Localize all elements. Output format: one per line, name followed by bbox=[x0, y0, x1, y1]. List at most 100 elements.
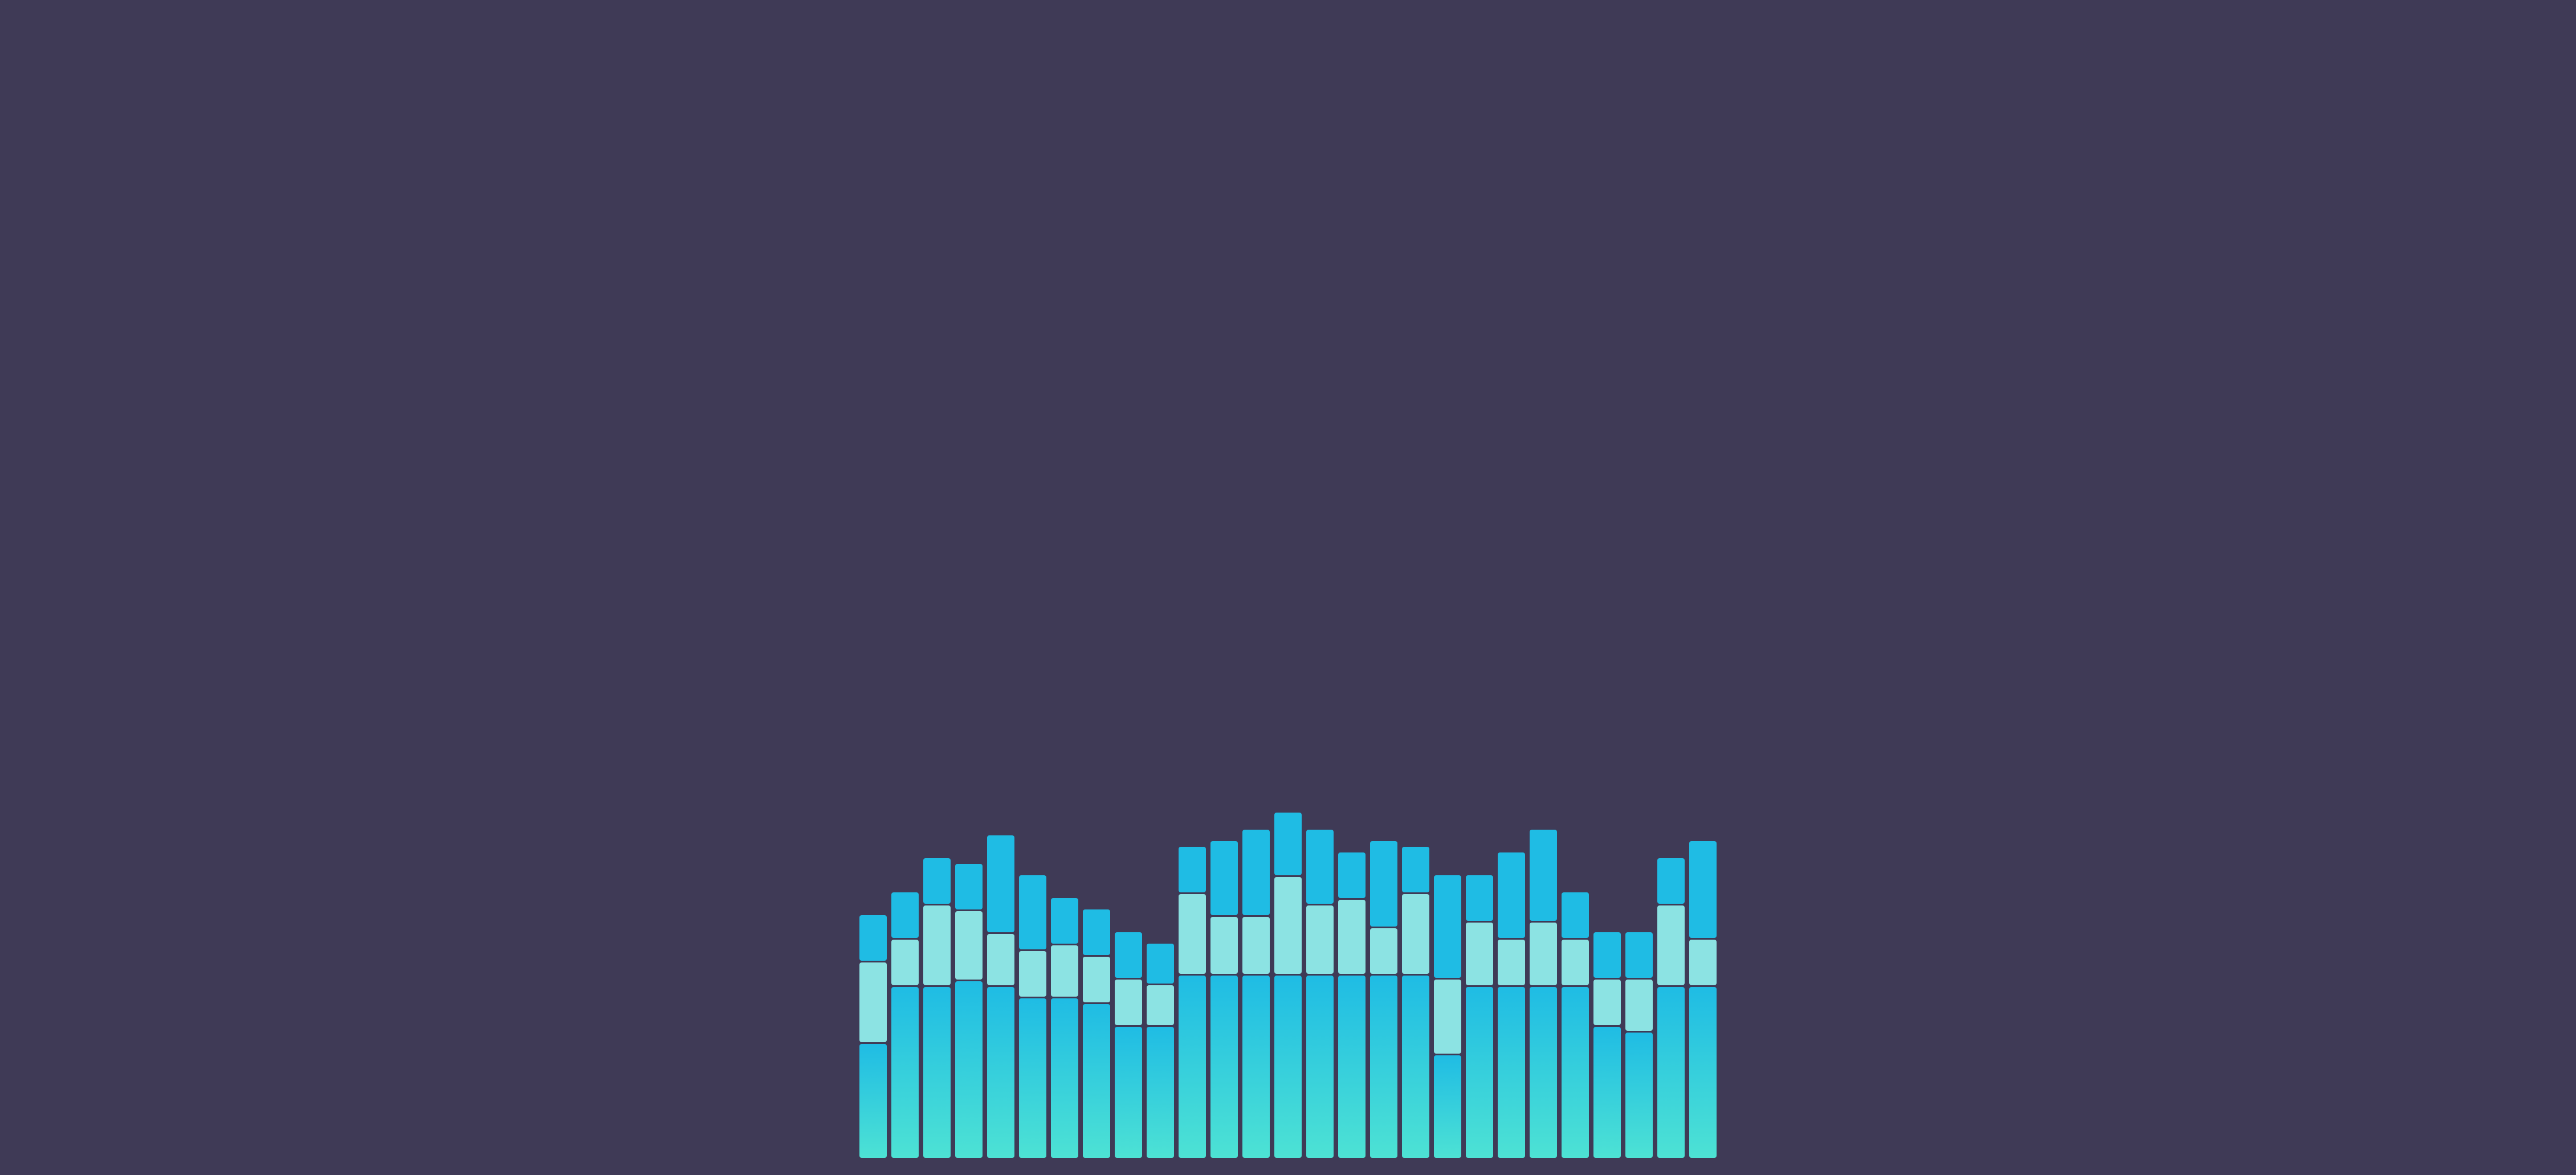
bar-column bbox=[1306, 830, 1334, 1158]
bar-column bbox=[1370, 841, 1397, 1158]
bar-cap bbox=[1402, 847, 1429, 892]
bar-base bbox=[1370, 976, 1397, 1158]
bar-mid bbox=[923, 905, 951, 985]
bar-column bbox=[1210, 841, 1238, 1158]
bar-cap bbox=[1274, 813, 1302, 875]
bar-cap bbox=[1306, 830, 1334, 904]
equalizer-chart bbox=[0, 0, 2576, 1175]
bar-base bbox=[1179, 976, 1206, 1158]
bar-cap bbox=[1179, 847, 1206, 892]
bar-column bbox=[1657, 858, 1685, 1158]
bar-mid bbox=[1147, 985, 1174, 1025]
bar-mid bbox=[1562, 940, 1589, 985]
bar-base bbox=[1689, 987, 1717, 1158]
bar-cap bbox=[1147, 944, 1174, 984]
bar-mid bbox=[1498, 940, 1525, 985]
bar-mid bbox=[1530, 923, 1557, 985]
bar-base bbox=[1625, 1033, 1653, 1158]
bar-column bbox=[891, 892, 919, 1158]
bar-base bbox=[891, 987, 919, 1158]
bar-cap bbox=[1657, 858, 1685, 904]
bar-base bbox=[1019, 998, 1046, 1158]
bar-cap bbox=[923, 858, 951, 904]
bar-column bbox=[1179, 847, 1206, 1158]
bar-cap bbox=[1562, 892, 1589, 938]
bar-base bbox=[1562, 987, 1589, 1158]
bar-column bbox=[1019, 875, 1046, 1158]
bar-column bbox=[1434, 875, 1461, 1158]
bar-cap bbox=[1242, 830, 1270, 915]
bar-mid bbox=[1402, 894, 1429, 974]
bar-mid bbox=[1306, 905, 1334, 974]
bar-cap bbox=[1083, 909, 1110, 955]
bar-mid bbox=[1274, 877, 1302, 974]
bar-base bbox=[1274, 976, 1302, 1158]
bar-mid bbox=[859, 962, 887, 1042]
bar-cap bbox=[859, 915, 887, 961]
bar-cap bbox=[1625, 932, 1653, 978]
bar-base bbox=[1147, 1027, 1174, 1158]
bar-column bbox=[923, 858, 951, 1158]
bar-cap bbox=[1434, 875, 1461, 978]
bar-mid bbox=[1370, 928, 1397, 974]
bar-base bbox=[923, 987, 951, 1158]
bar-mid bbox=[1019, 951, 1046, 997]
bar-mid bbox=[955, 911, 983, 980]
bar-column bbox=[1530, 830, 1557, 1158]
bar-mid bbox=[1466, 923, 1493, 985]
bar-cap bbox=[1115, 932, 1142, 978]
bar-column bbox=[1562, 892, 1589, 1158]
bar-mid bbox=[1657, 905, 1685, 985]
bar-base bbox=[1498, 987, 1525, 1158]
bar-column bbox=[859, 915, 887, 1158]
bar-base bbox=[1083, 1004, 1110, 1158]
bar-mid bbox=[1338, 900, 1366, 974]
bar-cap bbox=[891, 892, 919, 938]
bar-base bbox=[1051, 998, 1078, 1158]
bar-mid bbox=[987, 934, 1014, 985]
bar-column bbox=[1338, 852, 1366, 1158]
bar-column bbox=[1083, 909, 1110, 1158]
bar-cap bbox=[1466, 875, 1493, 921]
bar-mid bbox=[1593, 980, 1621, 1025]
bar-column bbox=[1115, 932, 1142, 1158]
bar-mid bbox=[1689, 940, 1717, 985]
bar-column bbox=[1147, 944, 1174, 1158]
bar-cap bbox=[1051, 898, 1078, 944]
bar-base bbox=[859, 1044, 887, 1158]
bar-base bbox=[1338, 976, 1366, 1158]
bar-column bbox=[1593, 932, 1621, 1158]
bar-cap bbox=[987, 835, 1014, 932]
bar-cap bbox=[1530, 830, 1557, 921]
bar-cap bbox=[1338, 852, 1366, 898]
bar-column bbox=[1274, 813, 1302, 1158]
bar-cap bbox=[1370, 841, 1397, 927]
bar-mid bbox=[1625, 980, 1653, 1031]
bar-cap bbox=[1498, 852, 1525, 938]
bar-column bbox=[955, 864, 983, 1158]
bar-column bbox=[1689, 841, 1717, 1158]
bar-column bbox=[987, 835, 1014, 1158]
bar-mid bbox=[1434, 980, 1461, 1054]
bar-column bbox=[1625, 932, 1653, 1158]
bar-base bbox=[955, 981, 983, 1158]
bar-cap bbox=[1210, 841, 1238, 915]
bar-column bbox=[1051, 898, 1078, 1158]
bar-base bbox=[1593, 1027, 1621, 1158]
bar-cap bbox=[1019, 875, 1046, 949]
bar-base bbox=[1306, 976, 1334, 1158]
bar-mid bbox=[1083, 957, 1110, 1002]
bar-mid bbox=[1210, 917, 1238, 974]
bar-column bbox=[1498, 852, 1525, 1158]
bar-column bbox=[1402, 847, 1429, 1158]
bar-base bbox=[1402, 976, 1429, 1158]
bar-base bbox=[1210, 976, 1238, 1158]
bar-mid bbox=[891, 940, 919, 985]
bar-mid bbox=[1179, 894, 1206, 974]
bar-base bbox=[1530, 987, 1557, 1158]
bar-base bbox=[1242, 976, 1270, 1158]
bar-column bbox=[1242, 830, 1270, 1158]
equalizer-bars bbox=[28, 799, 2548, 1158]
bar-cap bbox=[955, 864, 983, 909]
bar-base bbox=[987, 987, 1014, 1158]
